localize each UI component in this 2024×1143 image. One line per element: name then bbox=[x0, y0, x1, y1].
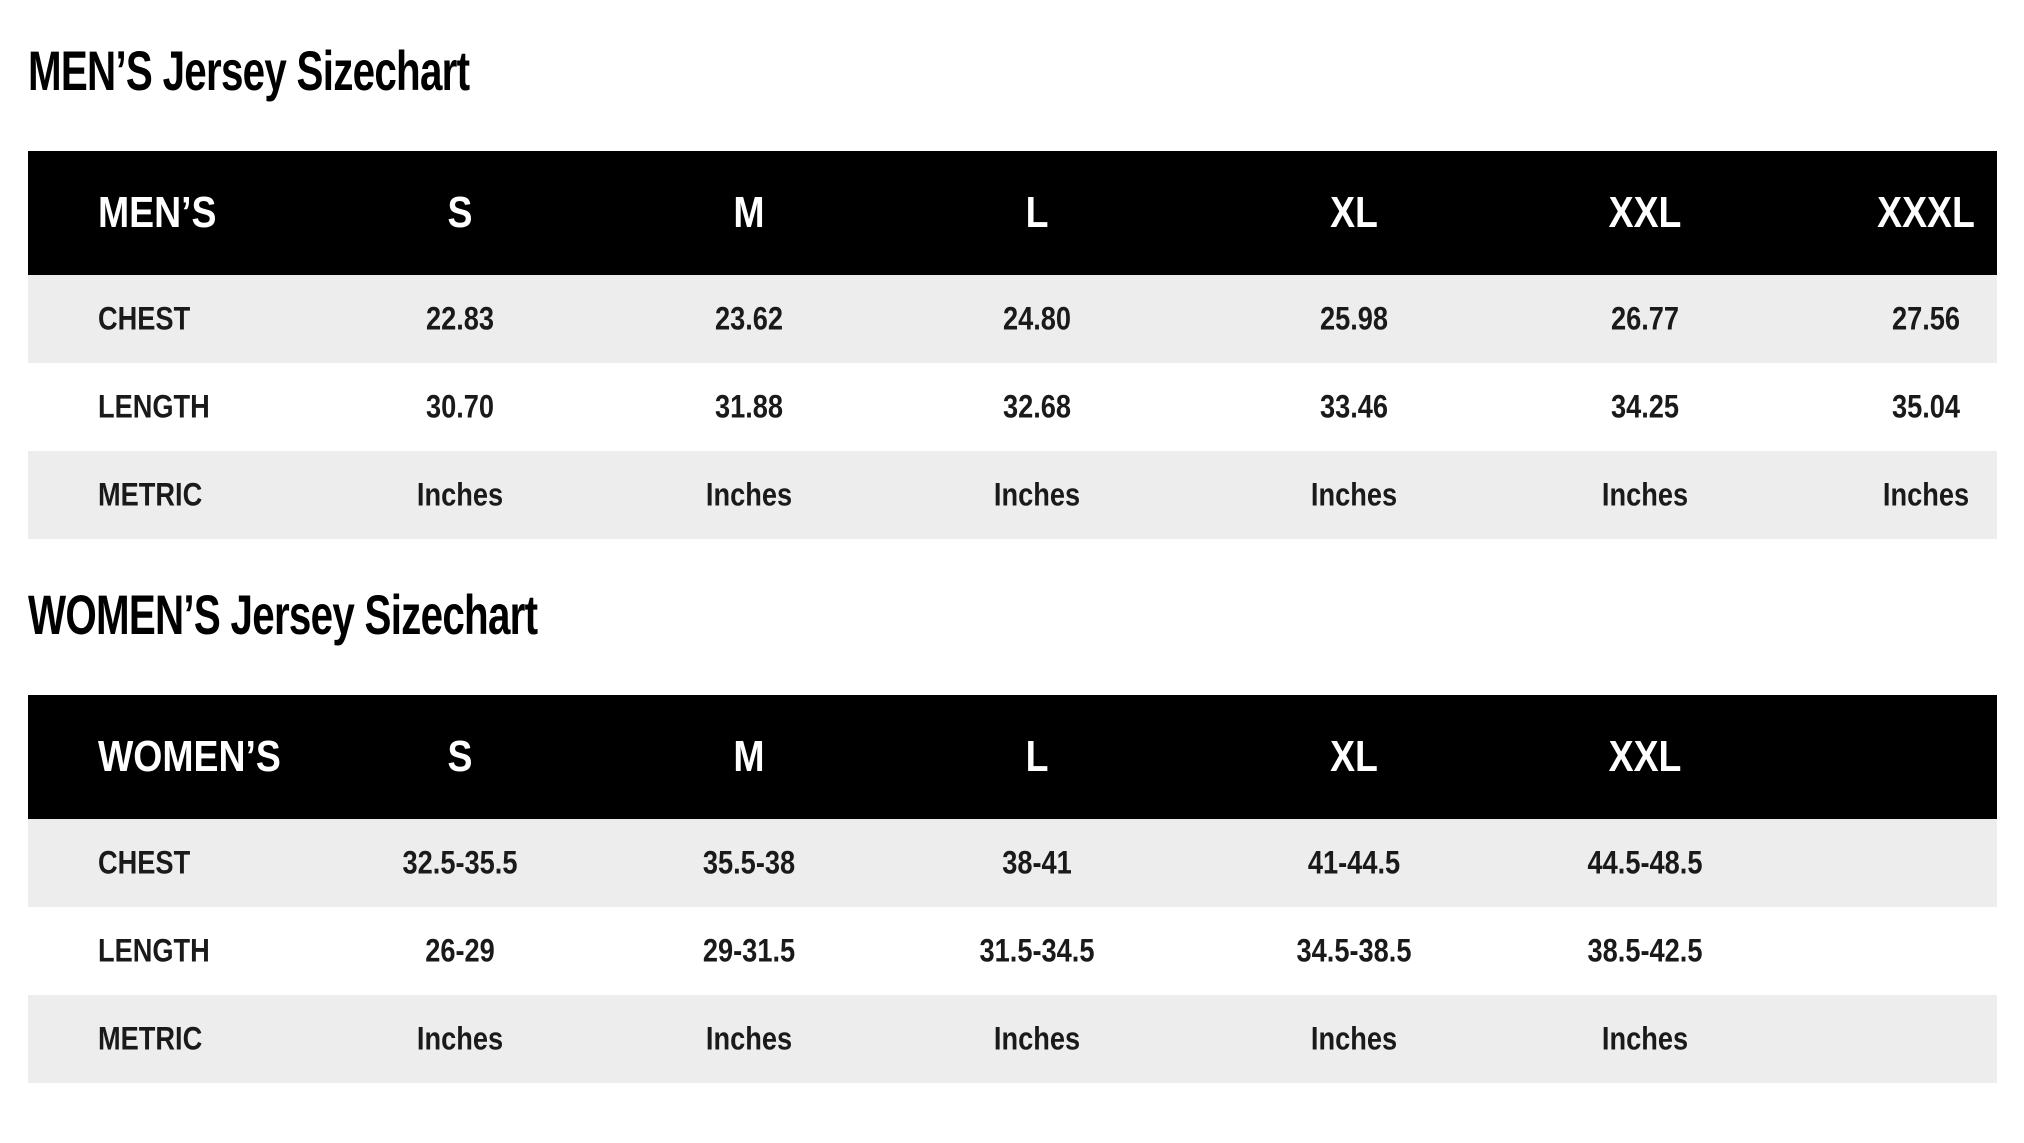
row-label: WOMEN’S bbox=[98, 732, 281, 781]
cell-value: 24.80 bbox=[1002, 300, 1072, 337]
men-size-table: MEN’S S M L XL XXL XXXL CHEST 22.83 23.62 24.80 25.… bbox=[28, 151, 1997, 539]
cell-value: 31.88 bbox=[714, 388, 784, 425]
cell-value: Inches bbox=[1882, 476, 1970, 513]
cell-value: Inches bbox=[1310, 476, 1398, 513]
row-label: MEN’S bbox=[98, 188, 217, 237]
row-label: LENGTH bbox=[98, 388, 210, 425]
row-label: CHEST bbox=[98, 300, 191, 337]
cell-value: 41-44.5 bbox=[1307, 844, 1401, 881]
cell-value: XXL bbox=[1608, 188, 1682, 237]
table-row: METRIC Inches Inches Inches Inches Inches Inch… bbox=[28, 451, 1997, 539]
women-size-table: WOMEN’S S M L XL XXL CHEST 32.5-35.5 35.5-38 38-4… bbox=[28, 695, 1997, 1083]
cell-value: 31.5-34.5 bbox=[979, 932, 1095, 969]
cell-value: Inches bbox=[993, 476, 1081, 513]
table-row: CHEST 32.5-35.5 35.5-38 38-41 41-44.5 44.5-48… bbox=[28, 819, 1997, 907]
row-label: CHEST bbox=[98, 844, 191, 881]
cell-value: XL bbox=[1330, 732, 1378, 781]
table-row: CHEST 22.83 23.62 24.80 25.98 26.77 27.56 bbox=[28, 275, 1997, 363]
men-chart-title: MEN’S Jersey Sizechart bbox=[28, 39, 470, 102]
header-row: MEN’S S M L XL XXL XXXL bbox=[28, 151, 1997, 275]
cell-value: 27.56 bbox=[1891, 300, 1961, 337]
cell-value: 33.46 bbox=[1319, 388, 1389, 425]
cell-value: Inches bbox=[416, 1020, 504, 1057]
cell-value: 25.98 bbox=[1319, 300, 1389, 337]
cell-value: 23.62 bbox=[714, 300, 784, 337]
cell-value: Inches bbox=[1601, 1020, 1689, 1057]
cell-value: M bbox=[733, 188, 765, 237]
row-label: METRIC bbox=[98, 476, 203, 513]
cell-value: XXXL bbox=[1877, 188, 1975, 237]
row-label: METRIC bbox=[98, 1020, 203, 1057]
cell-value: 29-31.5 bbox=[702, 932, 796, 969]
table-row: METRIC Inches Inches Inches Inches Inches bbox=[28, 995, 1997, 1083]
cell-value: XL bbox=[1330, 188, 1378, 237]
cell-value: M bbox=[733, 732, 765, 781]
cell-value: 38.5-42.5 bbox=[1587, 932, 1703, 969]
cell-value: Inches bbox=[993, 1020, 1081, 1057]
cell-value: 32.5-35.5 bbox=[402, 844, 518, 881]
cell-value: XXL bbox=[1608, 732, 1682, 781]
cell-value: 32.68 bbox=[1002, 388, 1072, 425]
table-row: LENGTH 26-29 29-31.5 31.5-34.5 34.5-38.5 38.5… bbox=[28, 907, 1997, 995]
cell-value: Inches bbox=[705, 476, 793, 513]
cell-value: 35.5-38 bbox=[702, 844, 796, 881]
table-row: LENGTH 30.70 31.88 32.68 33.46 34.25 35.04 bbox=[28, 363, 1997, 451]
cell-value: Inches bbox=[1310, 1020, 1398, 1057]
cell-value: 34.25 bbox=[1610, 388, 1680, 425]
cell-value: 38-41 bbox=[1002, 844, 1072, 881]
cell-value: L bbox=[1025, 188, 1049, 237]
cell-value: 34.5-38.5 bbox=[1296, 932, 1412, 969]
cell-value: Inches bbox=[705, 1020, 793, 1057]
row-label: LENGTH bbox=[98, 932, 210, 969]
cell-value: S bbox=[447, 732, 473, 781]
cell-value: 44.5-48.5 bbox=[1587, 844, 1703, 881]
cell-value: S bbox=[447, 188, 473, 237]
cell-value: 26.77 bbox=[1610, 300, 1680, 337]
cell-value: 22.83 bbox=[425, 300, 495, 337]
header-row: WOMEN’S S M L XL XXL bbox=[28, 695, 1997, 819]
cell-value: Inches bbox=[1601, 476, 1689, 513]
cell-value: 30.70 bbox=[425, 388, 495, 425]
cell-value: L bbox=[1025, 732, 1049, 781]
women-chart-title: WOMEN’S Jersey Sizechart bbox=[28, 583, 538, 646]
cell-value: 26-29 bbox=[425, 932, 495, 969]
cell-value: 35.04 bbox=[1891, 388, 1961, 425]
cell-value: Inches bbox=[416, 476, 504, 513]
